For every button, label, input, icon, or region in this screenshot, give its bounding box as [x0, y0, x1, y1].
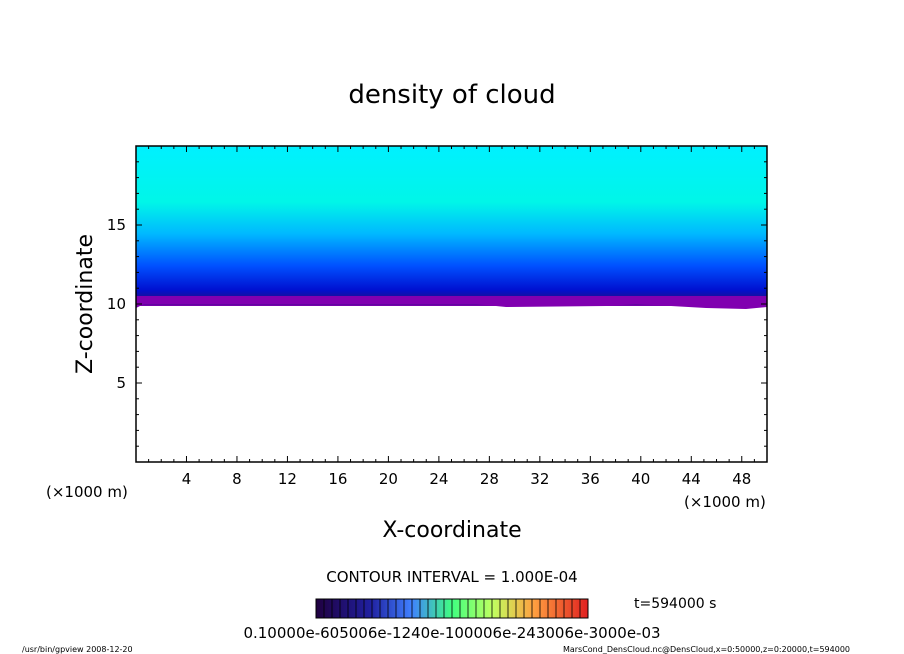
x-tick-label: 44: [682, 470, 701, 488]
x-tick-label: 20: [379, 470, 398, 488]
x-axis-ticks: 4 8 12 16 20 24 28 32 36 40 44 48: [148, 146, 755, 488]
x-unit-right: (×1000 m): [684, 493, 766, 511]
x-tick-label: 24: [429, 470, 448, 488]
cloud-base-band: [136, 296, 767, 309]
y-axis-label: Z-coordinate: [73, 234, 98, 374]
x-tick-label: 40: [631, 470, 650, 488]
x-tick-label: 36: [581, 470, 600, 488]
y-tick-label: 15: [107, 216, 126, 234]
footer-right: MarsCond_DensCloud.nc@DensCloud,x=0:5000…: [563, 645, 850, 654]
x-axis-label: X-coordinate: [382, 518, 521, 543]
x-tick-label: 16: [328, 470, 347, 488]
footer-left: /usr/bin/gpview 2008-12-20: [22, 645, 133, 654]
time-label: t=594000 s: [634, 596, 716, 612]
x-tick-label: 8: [232, 470, 242, 488]
colorbar-labels: 0.10000e-605006e-1240e-100006e-243006e-3…: [243, 624, 660, 642]
chart-title: density of cloud: [348, 80, 555, 110]
y-tick-label: 5: [116, 374, 126, 392]
x-tick-label: 32: [530, 470, 549, 488]
x-tick-label: 4: [182, 470, 192, 488]
colorbar-level-lines: [323, 599, 581, 618]
contour-interval-label: CONTOUR INTERVAL = 1.000E-04: [326, 568, 577, 586]
x-tick-label: 28: [480, 470, 499, 488]
x-tick-label: 48: [732, 470, 751, 488]
x-tick-label: 12: [278, 470, 297, 488]
y-tick-label: 10: [107, 295, 126, 313]
x-unit-left: (×1000 m): [46, 483, 128, 501]
y-axis-ticks: 5 10 15: [107, 161, 767, 447]
cloud-density-field: [136, 146, 767, 306]
